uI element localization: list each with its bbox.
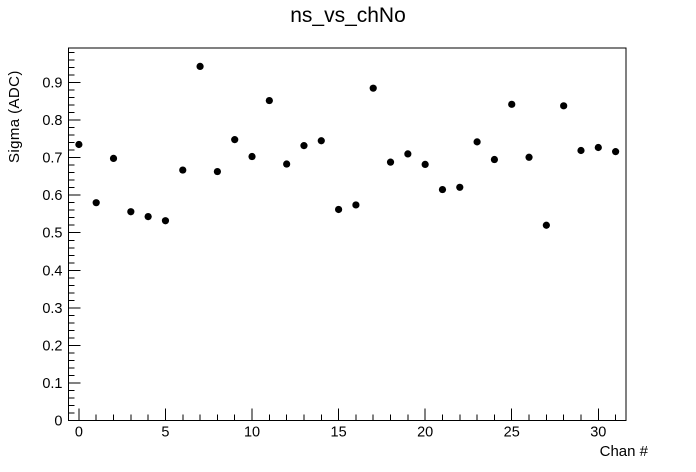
x-tick-label: 5 [161,425,169,441]
data-point [490,155,499,164]
x-tick-label: 10 [244,425,260,441]
x-tick-label: 25 [504,425,520,441]
x-tick-label: 0 [75,425,83,441]
data-point [196,62,204,70]
data-point [456,183,464,191]
y-tick-label: 0.8 [42,113,62,129]
data-point [404,150,412,158]
y-tick-label: 0.3 [42,301,62,317]
data-point [161,217,170,225]
y-tick-label: 0.5 [42,226,62,242]
data-point [300,142,308,150]
data-point [352,201,360,209]
data-point [213,167,221,176]
data-point [109,154,118,162]
data-point [612,148,620,156]
plot-frame [68,47,627,421]
data-point [560,102,568,110]
data-point [594,143,602,152]
x-tick-label: 20 [417,425,433,441]
data-point [369,84,377,92]
data-point [421,160,429,169]
data-point [508,100,516,108]
y-tick-label: 0.1 [42,376,62,392]
data-point [386,158,395,166]
x-axis-title: Chan # [599,443,648,460]
data-point [542,221,550,229]
y-tick-label: 0.9 [42,76,62,92]
data-point [75,140,83,149]
data-point [92,199,100,207]
x-tick-label: 15 [331,425,347,441]
data-point [179,166,187,174]
data-point [473,138,481,146]
y-tick-label: 0.2 [42,338,62,354]
data-point [334,205,343,214]
data-point [144,213,152,221]
data-point [231,136,239,144]
data-point [265,96,273,105]
chart-title: ns_vs_chNo [290,4,406,27]
y-tick-label: 0.4 [42,263,62,279]
data-point [525,153,533,161]
data-point [248,152,256,161]
x-tick-label: 30 [590,425,606,441]
data-point [317,137,325,145]
data-point [438,185,447,194]
data-point [577,146,585,155]
y-tick-label: 0.7 [42,151,62,167]
data-point [283,160,291,168]
y-tick-label: 0 [54,414,62,430]
y-tick-label: 0.6 [42,188,62,204]
data-point [127,208,135,216]
